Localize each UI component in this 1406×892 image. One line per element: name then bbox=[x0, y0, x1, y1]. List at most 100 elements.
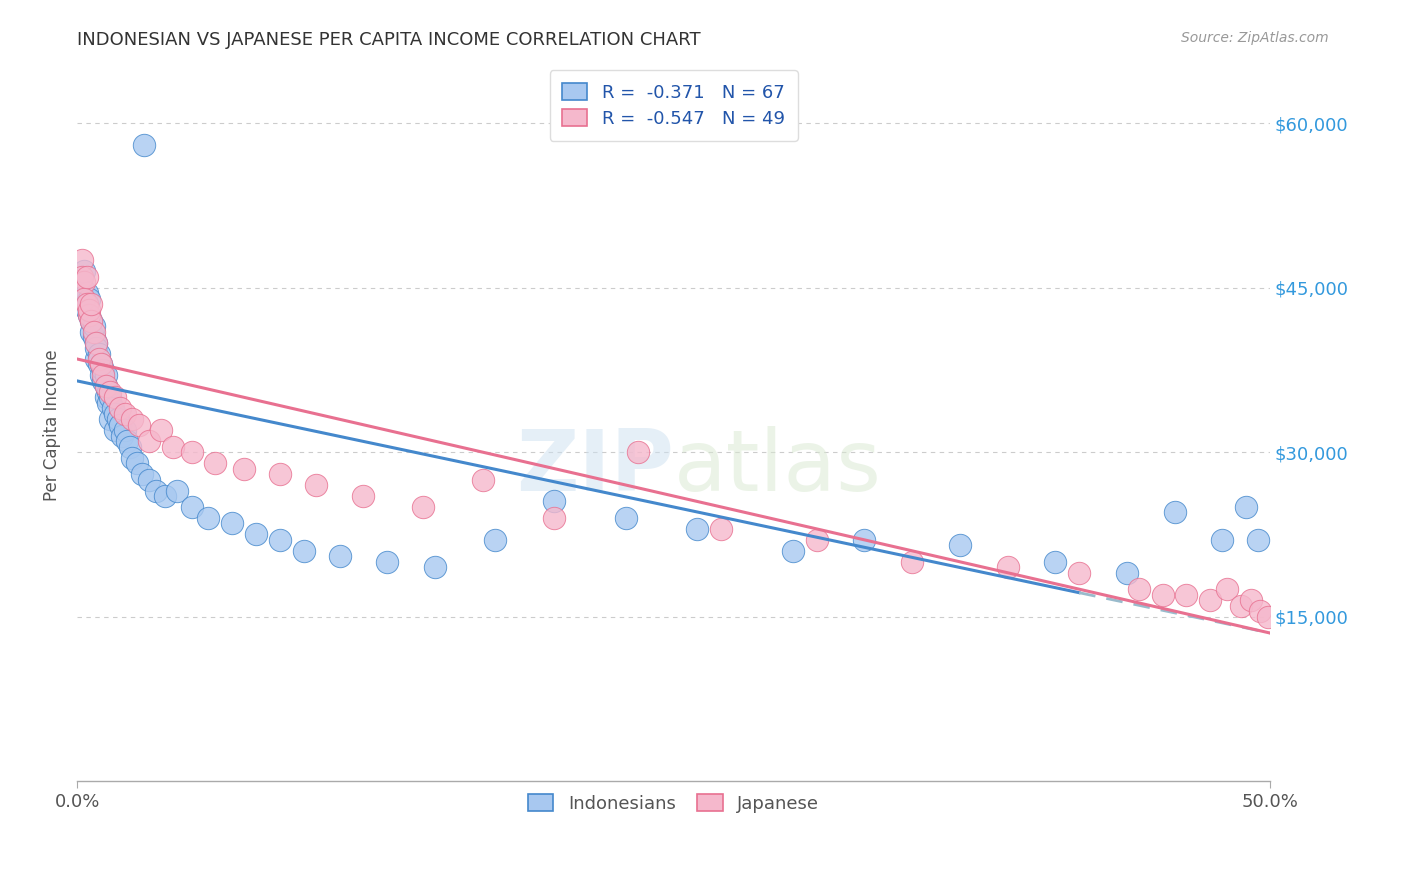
Point bbox=[70, 269, 93, 284]
Point bbox=[128, 417, 150, 432]
Point bbox=[901, 555, 924, 569]
Point bbox=[131, 467, 153, 481]
Point bbox=[782, 544, 804, 558]
Point bbox=[94, 379, 117, 393]
Text: atlas: atlas bbox=[673, 426, 882, 509]
Point bbox=[73, 292, 96, 306]
Point bbox=[94, 368, 117, 383]
Point bbox=[197, 511, 219, 525]
Point bbox=[710, 522, 733, 536]
Point bbox=[423, 560, 446, 574]
Point bbox=[80, 297, 103, 311]
Point bbox=[543, 494, 565, 508]
Point bbox=[1152, 588, 1174, 602]
Point bbox=[90, 368, 112, 383]
Point bbox=[104, 407, 127, 421]
Point bbox=[114, 407, 136, 421]
Point bbox=[104, 390, 127, 404]
Point bbox=[627, 445, 650, 459]
Point bbox=[155, 489, 177, 503]
Point bbox=[471, 473, 494, 487]
Point bbox=[1234, 500, 1257, 514]
Point bbox=[543, 511, 565, 525]
Point bbox=[84, 341, 107, 355]
Point bbox=[132, 138, 155, 153]
Point bbox=[87, 346, 110, 360]
Point bbox=[149, 423, 172, 437]
Point bbox=[269, 467, 291, 481]
Point bbox=[84, 335, 107, 350]
Text: ZIP: ZIP bbox=[516, 426, 673, 509]
Point bbox=[100, 384, 122, 399]
Point bbox=[1128, 582, 1150, 597]
Point bbox=[1257, 609, 1279, 624]
Point bbox=[1115, 566, 1137, 580]
Point bbox=[97, 396, 120, 410]
Point bbox=[77, 302, 100, 317]
Point bbox=[412, 500, 434, 514]
Point bbox=[1216, 582, 1239, 597]
Point bbox=[1175, 588, 1198, 602]
Point bbox=[87, 358, 110, 372]
Point bbox=[70, 253, 93, 268]
Point bbox=[97, 384, 120, 399]
Y-axis label: Per Capita Income: Per Capita Income bbox=[44, 349, 60, 500]
Point bbox=[1247, 533, 1270, 547]
Point bbox=[108, 417, 131, 432]
Point bbox=[94, 390, 117, 404]
Point bbox=[107, 412, 129, 426]
Point bbox=[90, 358, 112, 372]
Point bbox=[76, 286, 98, 301]
Point bbox=[76, 297, 98, 311]
Point bbox=[90, 358, 112, 372]
Point bbox=[806, 533, 828, 547]
Point bbox=[70, 281, 93, 295]
Point bbox=[180, 500, 202, 514]
Point bbox=[73, 292, 96, 306]
Point bbox=[111, 428, 134, 442]
Point bbox=[292, 544, 315, 558]
Point bbox=[80, 313, 103, 327]
Text: Source: ZipAtlas.com: Source: ZipAtlas.com bbox=[1181, 31, 1329, 45]
Point bbox=[83, 325, 105, 339]
Point bbox=[686, 522, 709, 536]
Point bbox=[1067, 566, 1090, 580]
Point bbox=[145, 483, 167, 498]
Point bbox=[1045, 555, 1067, 569]
Point bbox=[162, 440, 184, 454]
Point bbox=[125, 456, 148, 470]
Point bbox=[77, 308, 100, 322]
Point bbox=[1211, 533, 1233, 547]
Point bbox=[328, 549, 350, 564]
Point bbox=[80, 325, 103, 339]
Point bbox=[100, 390, 122, 404]
Point bbox=[305, 478, 328, 492]
Point bbox=[180, 445, 202, 459]
Text: INDONESIAN VS JAPANESE PER CAPITA INCOME CORRELATION CHART: INDONESIAN VS JAPANESE PER CAPITA INCOME… bbox=[77, 31, 702, 49]
Point bbox=[80, 313, 103, 327]
Point bbox=[73, 275, 96, 289]
Point bbox=[1163, 505, 1185, 519]
Point bbox=[77, 292, 100, 306]
Point bbox=[91, 374, 114, 388]
Point bbox=[484, 533, 506, 547]
Point bbox=[245, 527, 267, 541]
Point bbox=[1230, 599, 1253, 613]
Point bbox=[87, 351, 110, 366]
Point bbox=[76, 302, 98, 317]
Point bbox=[108, 401, 131, 416]
Point bbox=[100, 412, 122, 426]
Point bbox=[94, 379, 117, 393]
Point bbox=[91, 368, 114, 383]
Point bbox=[73, 264, 96, 278]
Point bbox=[121, 450, 143, 465]
Point bbox=[375, 555, 398, 569]
Point bbox=[91, 363, 114, 377]
Point bbox=[233, 461, 256, 475]
Point bbox=[997, 560, 1019, 574]
Legend: Indonesians, Japanese: Indonesians, Japanese bbox=[516, 781, 832, 825]
Point bbox=[1240, 593, 1263, 607]
Point bbox=[352, 489, 374, 503]
Point bbox=[138, 473, 160, 487]
Point bbox=[118, 440, 141, 454]
